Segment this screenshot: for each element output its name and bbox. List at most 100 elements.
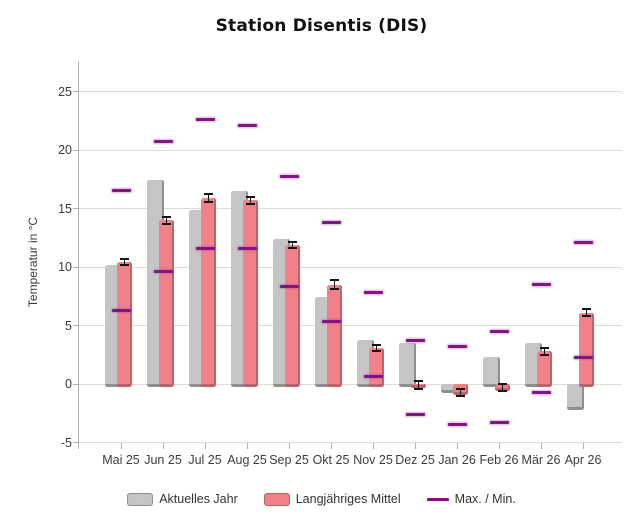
gridline-10 bbox=[78, 266, 622, 268]
error-bar-part bbox=[120, 264, 129, 267]
error-bar-part bbox=[372, 349, 381, 352]
error-bar-part bbox=[204, 201, 213, 204]
bar-aktuelles-jahr-apr-26 bbox=[567, 384, 584, 411]
x-tick-label-mai-25: Mai 25 bbox=[102, 453, 140, 467]
max-marker-dez-25 bbox=[405, 339, 425, 343]
error-bar-mai-25 bbox=[120, 258, 129, 267]
x-tick-label-m-r-26: Mär 26 bbox=[521, 453, 561, 467]
error-bar-dez-25 bbox=[414, 380, 423, 390]
error-bar-jun-25 bbox=[162, 215, 171, 225]
min-marker-apr-26 bbox=[573, 355, 593, 359]
y-tick-label-15: 15 bbox=[58, 201, 72, 216]
x-tick-label-dez-25: Dez 25 bbox=[395, 453, 435, 467]
min-marker-okt-25 bbox=[321, 320, 341, 324]
x-tick-feb-26 bbox=[499, 443, 500, 449]
gridline-0 bbox=[78, 383, 622, 385]
max-marker-apr-26 bbox=[573, 240, 593, 244]
error-bar-part bbox=[586, 307, 587, 318]
y-tick-label-0: 0 bbox=[65, 377, 72, 391]
error-bar-part bbox=[334, 279, 335, 290]
error-bar-nov-25 bbox=[372, 343, 381, 352]
gridline-5 bbox=[78, 325, 622, 326]
min-marker-nov-25 bbox=[363, 375, 383, 379]
legend-item-aktuelles-jahr: Aktuelles Jahr bbox=[127, 492, 238, 506]
x-tick-jul-25 bbox=[205, 443, 206, 449]
error-bar-part bbox=[330, 287, 339, 290]
x-tick-label-apr-26: Apr 26 bbox=[564, 453, 602, 467]
error-bar-part bbox=[414, 387, 423, 390]
chart-legend: Aktuelles Jahr Langjähriges Mittel Max. … bbox=[0, 490, 643, 508]
error-bar-part bbox=[418, 380, 419, 390]
error-bar-part bbox=[288, 246, 297, 249]
max-marker-jul-25 bbox=[195, 118, 215, 122]
error-bar-part bbox=[498, 390, 507, 393]
error-bar-part bbox=[124, 258, 125, 267]
max-marker-mai-25 bbox=[111, 189, 131, 193]
bar-langjaehriges-mittel-apr-26 bbox=[579, 312, 594, 387]
min-marker-mai-25 bbox=[111, 308, 131, 312]
error-bar-part bbox=[460, 387, 461, 397]
error-bar-part bbox=[540, 353, 549, 356]
error-bar-feb-26 bbox=[498, 382, 507, 393]
bar-langjaehriges-mittel-aug-25 bbox=[243, 200, 258, 387]
bar-langjaehriges-mittel-sep-25 bbox=[285, 244, 300, 387]
gridline--5 bbox=[78, 442, 622, 443]
y-tick-label-5: 5 bbox=[65, 318, 72, 333]
x-tick-mai-25 bbox=[121, 443, 122, 449]
error-bar-jan-26 bbox=[456, 387, 465, 397]
y-tick-25 bbox=[73, 91, 78, 92]
error-bar-aug-25 bbox=[246, 195, 255, 205]
x-tick-apr-26 bbox=[583, 443, 584, 449]
pink-bar-swatch-icon bbox=[263, 492, 290, 506]
error-bar-okt-25 bbox=[330, 279, 339, 290]
error-bar-part bbox=[208, 192, 209, 204]
legend-label: Langjähriges Mittel bbox=[295, 492, 401, 506]
min-marker-aug-25 bbox=[237, 246, 257, 250]
y-tick-0 bbox=[73, 383, 78, 385]
x-tick-okt-25 bbox=[331, 443, 332, 449]
y-tick-label-20: 20 bbox=[58, 143, 72, 157]
max-marker-nov-25 bbox=[363, 291, 383, 295]
x-tick-label-jun-25: Jun 25 bbox=[144, 453, 182, 467]
legend-label: Max. / Min. bbox=[454, 492, 516, 506]
x-tick-label-feb-26: Feb 26 bbox=[479, 453, 519, 467]
x-tick-label-jan-26: Jan 26 bbox=[438, 453, 476, 467]
min-marker-sep-25 bbox=[279, 285, 299, 289]
bar-langjaehriges-mittel-okt-25 bbox=[327, 284, 342, 387]
y-tick-label-25: 25 bbox=[58, 84, 72, 99]
error-bar-part bbox=[502, 382, 503, 393]
error-bar-part bbox=[292, 240, 293, 249]
x-tick-sep-25 bbox=[289, 443, 290, 449]
x-tick-jan-26 bbox=[457, 443, 458, 449]
error-bar-part bbox=[376, 343, 377, 352]
y-axis-line bbox=[78, 62, 79, 449]
gray-bar-swatch-icon bbox=[127, 492, 154, 506]
y-tick-label-10: 10 bbox=[58, 260, 72, 274]
y-tick-20 bbox=[73, 149, 78, 151]
gridline-15 bbox=[78, 208, 622, 209]
legend-label: Aktuelles Jahr bbox=[159, 492, 238, 506]
max-marker-okt-25 bbox=[321, 221, 341, 225]
purple-line-swatch-icon bbox=[426, 497, 449, 501]
x-tick-aug-25 bbox=[247, 443, 248, 449]
max-marker-feb-26 bbox=[489, 329, 509, 333]
error-bar-jul-25 bbox=[204, 192, 213, 204]
legend-item-max-min: Max. / Min. bbox=[426, 492, 516, 506]
x-tick-label-okt-25: Okt 25 bbox=[312, 453, 350, 467]
x-tick-dez-25 bbox=[415, 443, 416, 449]
bar-langjaehriges-mittel-mai-25 bbox=[117, 262, 132, 387]
chart-title: Station Disentis (DIS) bbox=[215, 16, 428, 36]
error-bar-sep-25 bbox=[288, 240, 297, 249]
max-marker-m-r-26 bbox=[531, 283, 551, 287]
error-bar-part bbox=[456, 394, 465, 397]
y-tick-10 bbox=[73, 266, 78, 268]
error-bar-part bbox=[162, 222, 171, 225]
y-tick-5 bbox=[73, 325, 78, 326]
max-marker-jun-25 bbox=[153, 140, 173, 144]
min-marker-feb-26 bbox=[489, 421, 509, 425]
y-tick-label--5: -5 bbox=[60, 435, 72, 450]
bar-langjaehriges-mittel-jun-25 bbox=[159, 220, 174, 387]
gridline-20 bbox=[78, 149, 622, 151]
